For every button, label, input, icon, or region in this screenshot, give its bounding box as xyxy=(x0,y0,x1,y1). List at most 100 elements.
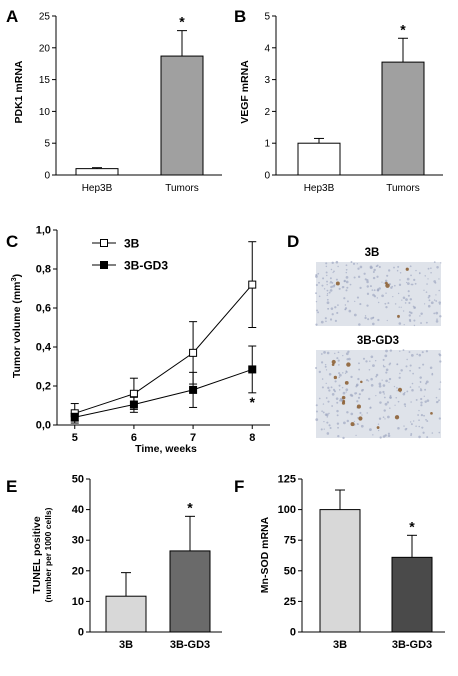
stain-texture xyxy=(405,365,408,368)
positive-cell xyxy=(384,281,388,285)
stain-texture xyxy=(345,280,349,284)
stain-texture xyxy=(367,318,370,321)
stain-texture xyxy=(420,397,423,401)
panel-label-f: F xyxy=(234,477,244,496)
stain-texture xyxy=(362,357,366,360)
series-line-3b xyxy=(74,284,253,414)
stain-texture xyxy=(337,351,340,354)
stain-texture xyxy=(405,281,408,284)
legend-marker xyxy=(100,239,108,247)
stain-texture xyxy=(359,265,363,269)
stain-texture xyxy=(436,318,438,320)
stain-texture xyxy=(337,426,339,429)
stain-texture xyxy=(356,422,359,425)
stain-texture xyxy=(338,372,341,375)
stain-texture xyxy=(415,398,418,401)
positive-cell xyxy=(333,375,338,380)
stain-texture xyxy=(399,350,401,352)
stain-texture xyxy=(336,414,339,417)
stain-texture xyxy=(382,365,385,368)
stain-texture xyxy=(342,391,346,395)
x-category-label: 3B xyxy=(333,639,347,651)
stain-texture xyxy=(382,384,386,387)
stain-texture xyxy=(376,275,379,278)
stain-texture xyxy=(385,371,388,374)
stain-texture xyxy=(360,424,364,428)
stain-texture xyxy=(321,378,324,380)
stain-texture xyxy=(315,283,318,287)
y-axis-label-end: ) xyxy=(11,274,23,278)
stain-texture xyxy=(438,431,441,434)
stain-texture xyxy=(326,280,328,283)
stain-texture xyxy=(382,364,385,367)
stain-texture xyxy=(382,416,385,419)
stain-texture xyxy=(397,292,400,295)
micrograph-panel: 3B 3B-GD3 xyxy=(315,247,442,440)
x-tick-label: 8 xyxy=(249,432,255,444)
stain-texture xyxy=(439,360,442,363)
stain-texture xyxy=(315,404,318,407)
stain-texture xyxy=(327,386,330,389)
significance-marker: * xyxy=(409,518,415,534)
stain-texture xyxy=(375,373,379,377)
stain-texture xyxy=(342,354,344,357)
stain-texture xyxy=(384,402,388,406)
stain-texture xyxy=(415,269,417,272)
stain-texture xyxy=(370,384,374,387)
stain-texture xyxy=(346,300,349,303)
stain-texture xyxy=(345,264,348,267)
stain-texture xyxy=(355,392,358,394)
stain-texture xyxy=(393,266,395,269)
stain-texture xyxy=(435,294,437,296)
chart-vegf-mrna: 0 1 2 3 4 5 Hep3B * Tumors VEGF mRNA xyxy=(239,12,443,194)
stain-texture xyxy=(411,388,414,392)
stain-texture xyxy=(406,390,409,393)
y-tick-label: 1 xyxy=(264,139,270,150)
stain-texture xyxy=(348,357,351,361)
stain-texture xyxy=(408,301,411,305)
stain-texture xyxy=(369,360,371,362)
stain-texture xyxy=(315,410,318,413)
stain-texture xyxy=(388,377,392,381)
stain-texture xyxy=(366,304,369,307)
stain-texture xyxy=(329,282,331,284)
stain-texture xyxy=(366,379,369,382)
stain-texture xyxy=(362,388,364,391)
stain-texture xyxy=(413,420,415,422)
stain-texture xyxy=(409,298,413,301)
stain-texture xyxy=(410,434,412,437)
stain-texture xyxy=(334,380,337,383)
positive-cell xyxy=(356,404,361,409)
y-tick-label: 4 xyxy=(264,43,270,54)
y-tick-label: 0 xyxy=(290,627,296,639)
stain-texture xyxy=(426,283,428,285)
stain-texture xyxy=(366,292,370,296)
y-tick-label: 0,0 xyxy=(36,420,51,432)
stain-texture xyxy=(369,428,372,432)
stain-texture xyxy=(396,269,399,272)
stain-texture xyxy=(438,301,442,304)
stain-texture xyxy=(329,426,332,430)
positive-cell xyxy=(335,281,340,286)
stain-texture xyxy=(399,272,402,274)
chart-mnsod-mrna: 0 25 50 75 100 125 3B * 3B-GD3 Mn-SOD mRNA xyxy=(259,474,445,651)
stain-texture xyxy=(420,401,423,404)
stain-texture xyxy=(331,261,334,265)
stain-texture xyxy=(437,401,439,403)
stain-texture xyxy=(318,295,321,298)
stain-texture xyxy=(396,387,398,389)
stain-texture xyxy=(330,268,333,271)
stain-texture xyxy=(418,409,420,412)
stain-texture xyxy=(365,360,368,363)
stain-texture xyxy=(357,417,359,419)
stain-texture xyxy=(357,267,360,270)
stain-texture xyxy=(385,306,388,309)
chart-pdk1-mrna: 0 5 10 15 20 25 Hep3B * Tumors PDK1 mRNA xyxy=(13,12,222,194)
y-axis-label: TUNEL positive xyxy=(31,516,43,594)
stain-texture xyxy=(438,289,440,292)
stain-texture xyxy=(391,285,393,288)
stain-texture xyxy=(348,309,352,313)
stain-texture xyxy=(420,404,423,407)
stain-texture xyxy=(355,434,357,436)
stain-texture xyxy=(354,300,356,303)
